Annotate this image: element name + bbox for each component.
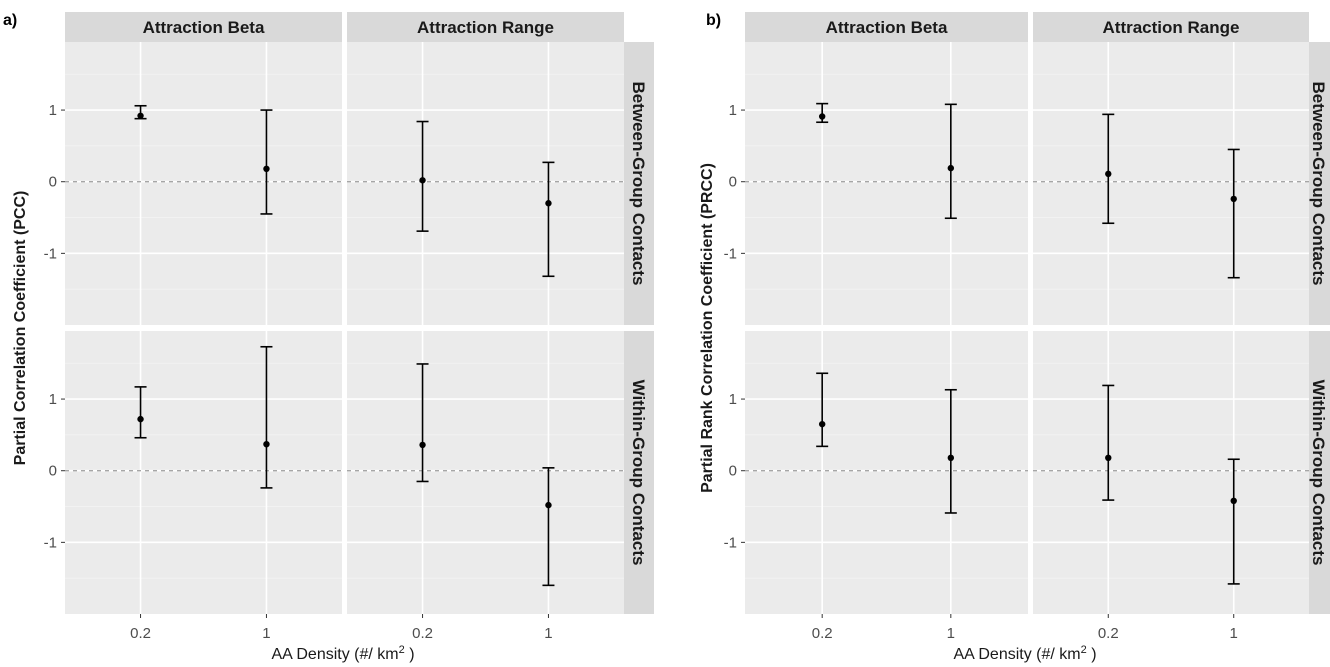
facet-between-range [347,42,624,325]
x-axis-title-a: AA Density (#/ km2 ) [271,644,414,663]
data-point [419,441,426,449]
x-axis-title-b-end: ) [1087,646,1097,663]
strip-col-attraction-beta-b-label: Attraction Beta [826,18,948,37]
y-tick-label: 0 [49,463,57,480]
data-point [263,165,270,173]
x-tick-label: 0.2 [412,625,433,642]
strip-row-within-group-b [1309,331,1330,614]
y-tick-label: 0 [49,174,57,191]
y-axis-title-a: Partial Correlation Coefficient (PCC) [12,191,29,466]
y-tick-label: -1 [44,534,57,551]
x-axis-ticks-b: 0.2 1 0.2 1 [812,614,1238,642]
x-axis-ticks-a: 0.2 1 0.2 1 [130,614,553,642]
strip-col-attraction-range-b-label: Attraction Range [1103,18,1240,37]
strip-row-between-group-b [1309,42,1330,325]
y-tick-label: 1 [49,391,57,408]
facet-within-range-b [1033,331,1309,614]
panel-background [347,42,624,325]
strip-row-within-group-b-label: Within-Group Contacts [1309,380,1328,566]
y-tick-label: 0 [729,174,737,191]
x-axis-title-b-sup: 2 [1081,644,1087,656]
panel-background [65,42,342,325]
data-point [947,454,955,462]
data-point [137,112,144,119]
panel-background [745,42,1028,325]
data-point [419,177,426,184]
x-axis-title-a-end: ) [405,646,415,663]
facet-between-beta [65,42,342,325]
panel-background [745,331,1028,614]
x-tick-label: 1 [1230,625,1238,642]
data-point [263,441,270,448]
y-axis-ticks-a: -1 0 1 -1 0 1 [44,102,65,551]
y-tick-label: 1 [49,102,57,119]
chart-panel-b: b) Attraction Beta Attraction Range Betw… [699,12,1330,663]
y-tick-label: 0 [729,463,737,480]
chart-panel-a: a) Attraction Beta Attraction Range Betw… [3,12,654,663]
panel-background [1033,42,1309,325]
strip-col-attraction-beta-b [745,12,1028,42]
y-tick-label: -1 [724,534,737,551]
data-point [1105,170,1112,178]
data-point [1105,454,1112,462]
x-tick-label: 0.2 [812,625,833,642]
strip-col-attraction-beta [65,12,342,42]
strip-col-attraction-range-b [1033,12,1309,42]
y-tick-label: -1 [44,245,57,262]
data-point [545,200,552,207]
facet-between-beta-b [745,42,1028,325]
strip-row-within-group-label: Within-Group Contacts [629,380,648,566]
data-point [818,420,826,428]
strip-row-between-group-b-label: Between-Group Contacts [1309,81,1328,285]
x-tick-label: 1 [947,625,955,642]
x-axis-title-a-sup: 2 [399,644,405,656]
facet-within-beta-b [745,331,1028,614]
strip-row-within-group [624,331,654,614]
x-tick-label: 1 [544,625,552,642]
y-tick-label: 1 [729,102,737,119]
data-point [1230,195,1237,203]
panel-label-b: b) [706,12,721,29]
strip-col-attraction-range-label: Attraction Range [417,18,554,37]
strip-row-between-group [624,42,654,325]
x-tick-label: 1 [262,625,270,642]
strip-col-attraction-range [347,12,624,42]
facet-within-range [347,331,624,614]
y-axis-title-b: Partial Rank Correlation Coefficient (PR… [699,163,716,493]
panel-background [65,331,342,614]
x-axis-title-b-main: AA Density (#/ km [953,646,1080,663]
x-tick-label: 0.2 [1098,625,1119,642]
data-point [818,113,826,120]
data-point [1230,497,1237,504]
facet-between-range-b [1033,42,1309,325]
strip-col-attraction-beta-label: Attraction Beta [143,18,265,37]
panel-label-a: a) [3,12,17,29]
x-axis-title-b: AA Density (#/ km2 ) [953,644,1096,663]
panel-background [1033,331,1309,614]
y-tick-label: -1 [724,245,737,262]
data-point [947,164,955,172]
y-axis-ticks-b: -1 0 1 -1 0 1 [724,102,745,551]
facet-within-beta [65,331,342,614]
data-point [545,501,552,509]
y-tick-label: 1 [729,391,737,408]
panel-background [347,331,624,614]
x-tick-label: 0.2 [130,625,151,642]
data-point [137,415,144,423]
strip-row-between-group-label: Between-Group Contacts [629,81,648,285]
x-axis-title-a-main: AA Density (#/ km [271,646,398,663]
